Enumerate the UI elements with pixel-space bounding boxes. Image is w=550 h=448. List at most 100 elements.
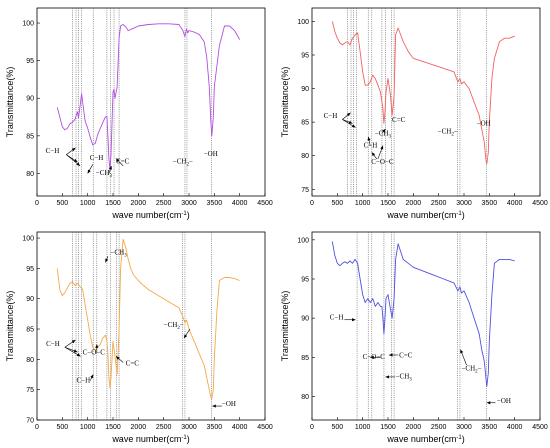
x-tick-label: 1000: [355, 200, 371, 207]
chart-panel-bottom-right: 0 500 1000 1500 2000 2500 3000 3500 4000 4500 80 85…: [280, 231, 548, 444]
x-tick-label: 500: [56, 200, 68, 207]
y-tick-label: 75: [301, 187, 309, 194]
peak-annotation-subscript: 3: [109, 174, 112, 179]
annotation-arrowhead: [346, 112, 351, 117]
x-axis-label-end: ): [187, 434, 190, 444]
y-axis-label: Transmittance(%): [280, 291, 290, 362]
peak-annotation: C=C: [116, 158, 130, 166]
plot-frame: [311, 7, 541, 197]
spectrum-line: [331, 21, 515, 165]
x-tick-label: 0: [310, 424, 314, 431]
x-tick-label: 3000: [181, 200, 197, 207]
x-tick-label: 4500: [532, 424, 548, 431]
peak-annotation: C=C: [399, 351, 413, 359]
x-tick-label: 1000: [80, 424, 96, 431]
annotation-arrowhead: [385, 375, 389, 379]
x-axis-label-superscript: -1: [181, 211, 187, 217]
y-axis-label: Transmittance(%): [280, 67, 290, 138]
peak-annotation: C−O−C: [371, 158, 394, 166]
peak-annotation-suffix: −: [454, 128, 458, 136]
plot-frame: [36, 231, 266, 421]
annotation-arrowhead: [389, 353, 393, 357]
peak-annotation: C=C: [126, 359, 140, 367]
peak-annotation: −OH: [204, 150, 218, 158]
peak-annotation: −CH2−: [164, 321, 184, 331]
chart-panel-top-left: 0 500 1000 1500 2000 2500 3000 3500 4000 4500 80 85…: [5, 7, 273, 220]
annotation-arrowhead: [367, 136, 371, 141]
x-axis-label-superscript: -1: [456, 435, 462, 441]
peak-annotation-subscript: 2: [451, 133, 454, 138]
x-tick-label: 2000: [406, 424, 422, 431]
x-tick-label: 1000: [80, 200, 96, 207]
peak-annotation: C−O−C: [83, 349, 106, 357]
y-tick-label: 90: [301, 86, 309, 93]
peak-annotation: C−H: [46, 340, 60, 348]
peak-annotation: C−H: [364, 142, 378, 150]
annotation-arrowhead: [90, 374, 94, 379]
y-tick-label: 80: [26, 171, 34, 178]
peak-annotation: C−H: [330, 314, 344, 322]
annotation-arrowhead: [371, 152, 376, 157]
y-tick-label: 85: [26, 133, 34, 140]
x-tick-label: 0: [35, 424, 39, 431]
annotation-arrowhead: [212, 404, 216, 408]
x-tick-label: 3000: [456, 200, 472, 207]
x-tick-label: 1500: [105, 200, 121, 207]
y-tick-label: 80: [301, 394, 309, 401]
x-axis-label: wave number(cm-1): [386, 434, 464, 444]
peak-annotation: C−H: [324, 112, 338, 120]
x-tick-label: 1500: [380, 424, 396, 431]
x-tick-label: 2000: [131, 200, 147, 207]
x-axis-label-end: ): [462, 210, 465, 220]
x-tick-label: 3500: [482, 200, 498, 207]
x-tick-label: 3000: [181, 424, 197, 431]
annotation-arrowhead: [108, 165, 112, 170]
y-axis-label: Transmittance(%): [5, 67, 15, 138]
peak-annotation-subscript: 2: [475, 370, 478, 375]
spectrum-line: [56, 23, 241, 171]
y-tick-label: 100: [297, 19, 309, 26]
x-tick-label: 2500: [156, 200, 172, 207]
annotation-arrowhead: [71, 339, 76, 344]
x-tick-label: 3500: [207, 424, 223, 431]
peak-annotation: −OH: [222, 400, 236, 408]
x-axis-label: wave number(cm-1): [386, 210, 464, 220]
plot-frame: [311, 231, 541, 421]
peak-annotation-suffix: −: [189, 158, 193, 166]
peak-annotation: C=C: [392, 116, 406, 124]
peak-annotation: −OH: [477, 120, 491, 128]
peak-annotation: C−H: [77, 376, 91, 384]
y-tick-label: 95: [301, 277, 309, 284]
peak-annotation: −OH: [497, 397, 511, 405]
peak-annotation: −CH2−: [438, 128, 458, 138]
annotation-arrowhead: [116, 158, 120, 163]
x-axis-label-superscript: -1: [181, 435, 187, 441]
peak-annotation-suffix: −: [180, 321, 184, 329]
x-tick-label: 2000: [131, 424, 147, 431]
chart-panel-top-right: 0 500 1000 1500 2000 2500 3000 3500 4000 4500 75 80…: [280, 7, 548, 220]
peak-annotation: −CH3: [396, 372, 413, 382]
annotation-arrowhead: [116, 356, 120, 360]
y-tick-label: 75: [26, 387, 34, 394]
plot-frame: [36, 7, 266, 197]
peak-annotation-subscript: 2: [186, 163, 189, 168]
x-tick-label: 4500: [257, 424, 273, 431]
x-tick-label: 4500: [257, 200, 273, 207]
y-tick-label: 70: [26, 418, 34, 425]
x-tick-label: 1000: [355, 424, 371, 431]
annotation-arrowhead: [460, 349, 464, 354]
x-tick-label: 2500: [156, 424, 172, 431]
x-axis-label-superscript: -1: [456, 211, 462, 217]
peak-annotation-subscript: 3: [124, 253, 127, 258]
annotation-arrowhead: [183, 334, 188, 339]
x-axis-label: wave number(cm-1): [111, 434, 189, 444]
x-tick-label: 4000: [507, 200, 523, 207]
annotation-arrowhead: [76, 162, 81, 166]
y-tick-label: 100: [22, 21, 34, 28]
peak-annotation: −CH3: [96, 169, 113, 179]
spectrum-line: [331, 241, 515, 387]
x-axis-label-end: ): [187, 210, 190, 220]
spectrum-line: [56, 238, 240, 400]
peak-annotation: −CH3: [110, 248, 127, 258]
